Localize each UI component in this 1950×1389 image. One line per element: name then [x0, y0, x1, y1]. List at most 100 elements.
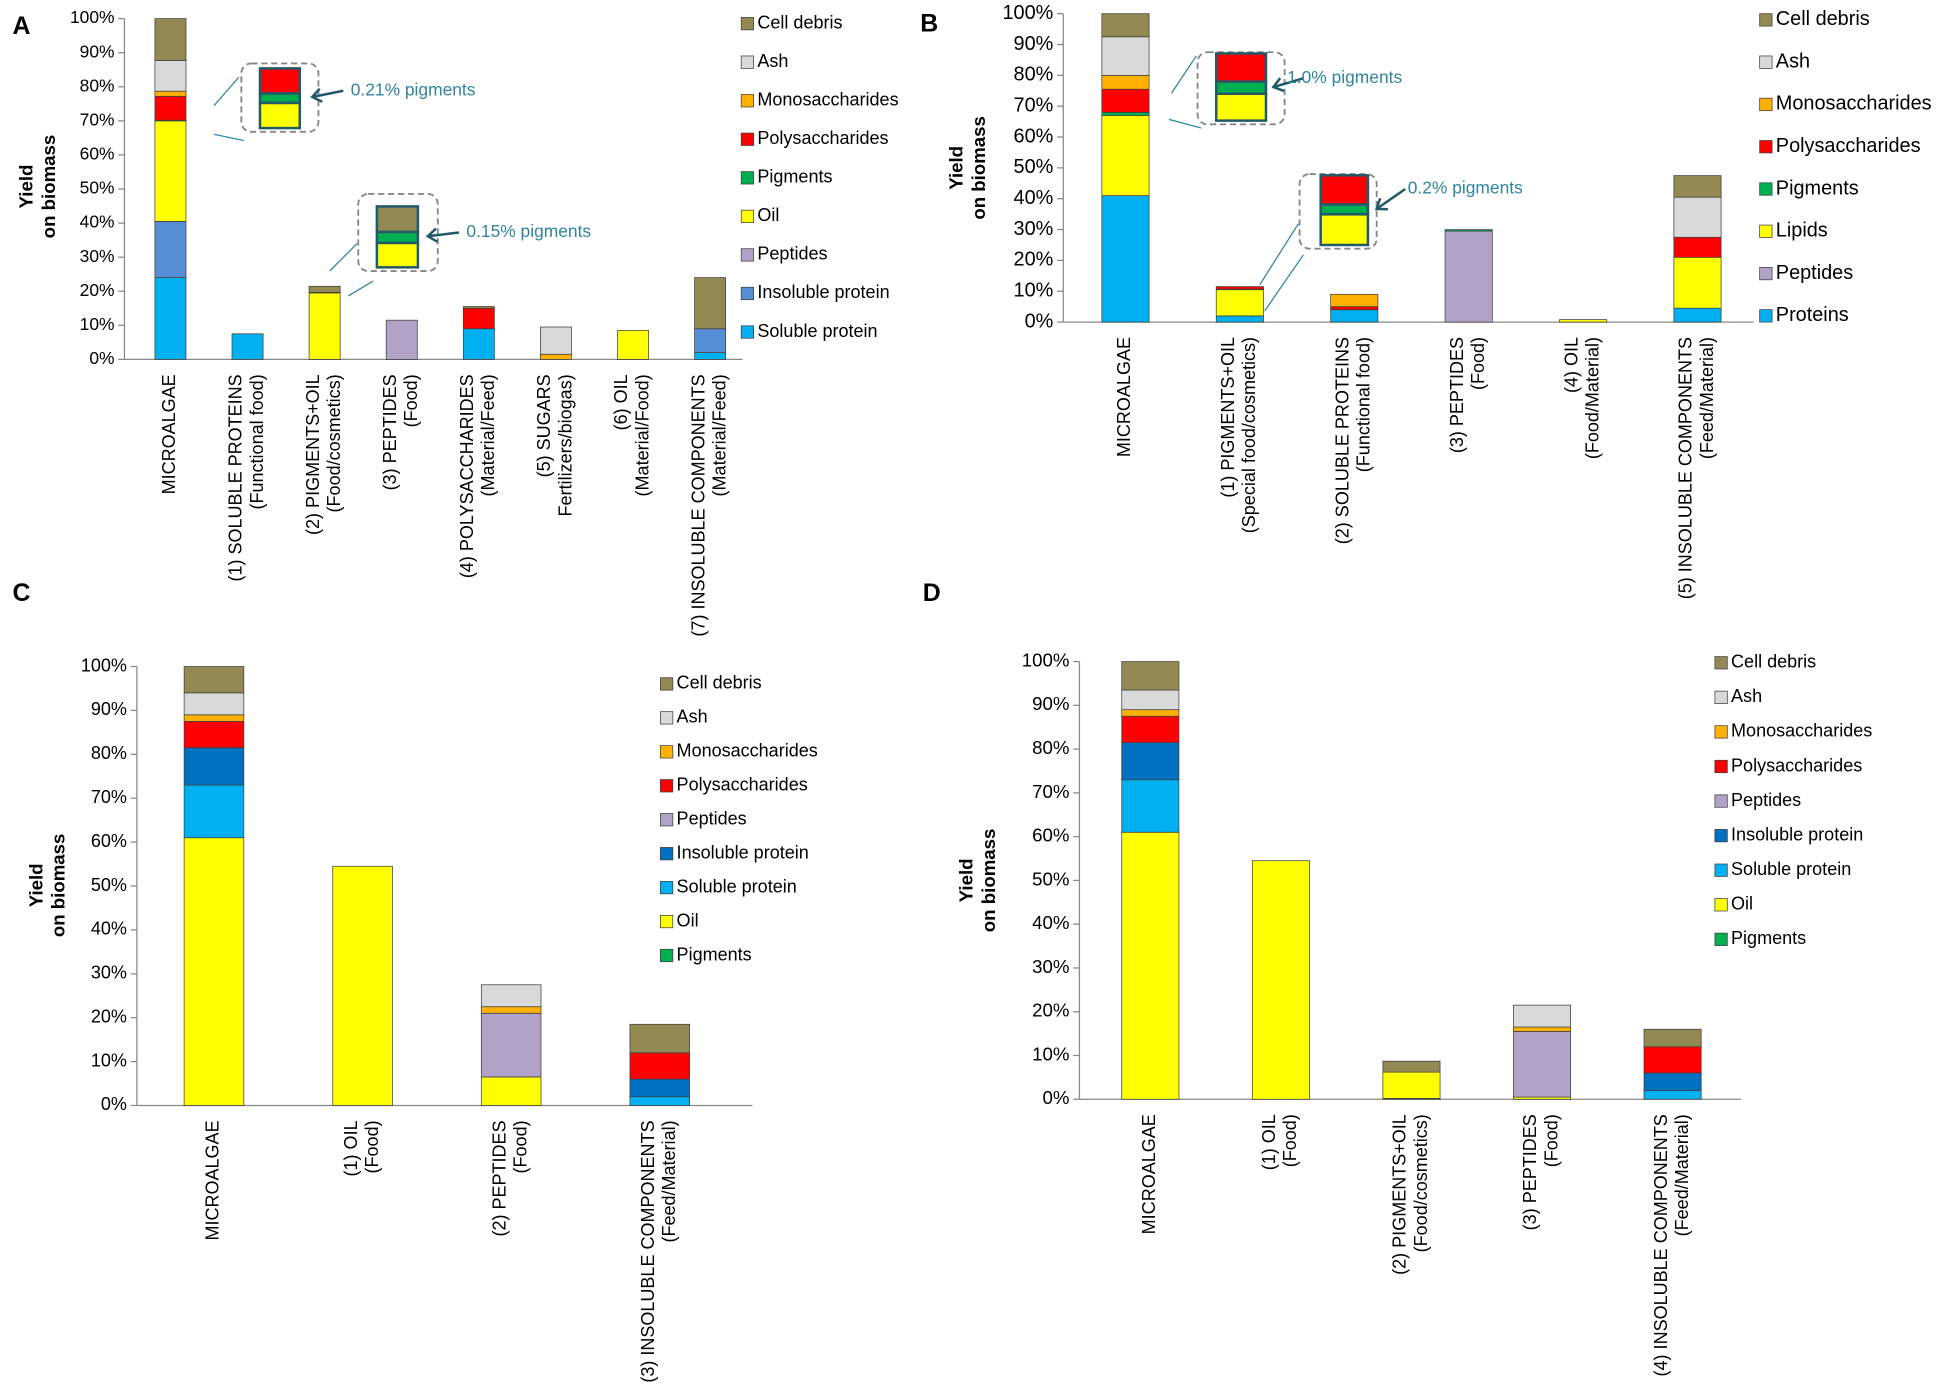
legend-label: Pigments	[677, 944, 752, 964]
bar-segment	[1121, 709, 1180, 717]
bar-segment	[1121, 742, 1180, 781]
bar-segment	[1673, 236, 1722, 258]
inset-connector	[213, 133, 244, 142]
bar-segment	[1673, 196, 1722, 238]
y-tick-label: 100%	[1022, 649, 1070, 670]
legend-swatch	[1714, 794, 1728, 808]
bar-segment	[540, 353, 572, 360]
x-tick-label: (Material/Feed)	[709, 374, 729, 496]
inset-layer	[375, 205, 420, 234]
legend-label: Polysaccharides	[757, 128, 888, 148]
bar-segment	[1101, 115, 1150, 197]
inset-arrow	[427, 231, 460, 238]
bar-segment	[154, 221, 187, 278]
y-tick-label: 60%	[1014, 125, 1054, 147]
bar-segment	[540, 326, 572, 355]
x-tick-label: (7) INSOLUBLE COMPONENTS	[688, 374, 708, 636]
panel-label: D	[923, 579, 941, 607]
x-tick-label: (3) PEPTIDES	[1520, 1114, 1540, 1230]
x-tick-label: Fertilizers/biogas)	[555, 374, 575, 516]
annotation: 0.21% pigments	[351, 79, 476, 99]
legend-swatch	[1759, 140, 1773, 154]
x-tick-label: (Food/cosmetics)	[1411, 1114, 1431, 1252]
bar-segment	[183, 837, 245, 1106]
bar-segment	[154, 95, 187, 121]
legend-label: Polysaccharides	[1776, 135, 1921, 157]
inset-arrowhead	[1271, 77, 1285, 93]
x-tick-label: (Food)	[1541, 1114, 1561, 1167]
bar-segment	[1330, 309, 1379, 323]
legend-label: Peptides	[1776, 262, 1853, 284]
inset-layer	[258, 101, 302, 130]
legend-swatch	[1759, 55, 1773, 69]
bar-segment	[183, 714, 245, 722]
bar-segment	[308, 292, 341, 360]
panel-label: A	[13, 12, 31, 40]
inset-connector	[329, 243, 358, 272]
x-tick-label: (3) PEPTIDES	[1447, 337, 1467, 453]
bar-segment	[1513, 1031, 1572, 1098]
bar-segment	[1643, 1072, 1702, 1091]
inset-arrowhead	[425, 227, 439, 243]
y-tick-label: 40%	[91, 919, 127, 939]
x-tick-label: (2) PIGMENTS+OIL	[1390, 1114, 1410, 1275]
legend-label: Pigments	[1776, 177, 1859, 199]
legend-label: Monosaccharides	[1731, 721, 1872, 741]
legend-label: Insoluble protein	[1731, 824, 1863, 844]
y-tick-label: 80%	[1014, 64, 1054, 86]
legend-label: Monosaccharides	[677, 741, 818, 761]
inset-connector	[347, 280, 374, 297]
x-tick-label: (1) OIL	[1259, 1114, 1279, 1170]
bar-segment	[1121, 779, 1180, 833]
x-tick-label: (Food)	[511, 1120, 531, 1173]
x-tick-label: (Food)	[1280, 1114, 1300, 1167]
x-tick-label: MICROALGAE	[159, 374, 179, 494]
inset-layer	[258, 92, 302, 105]
y-tick-label: 30%	[80, 246, 115, 266]
x-tick-label: (1) SOLUBLE PROTEINS	[226, 374, 246, 581]
bar-segment	[629, 1096, 690, 1106]
bar-segment	[1101, 74, 1150, 90]
legend-label: Ash	[757, 51, 788, 71]
bar-segment	[1382, 1071, 1441, 1099]
bar-segment	[1121, 715, 1180, 743]
x-tick-label: (4) OIL	[1561, 337, 1581, 393]
x-tick-label: (Special food/cosmetics)	[1239, 337, 1259, 533]
bar-segment	[183, 692, 245, 716]
bar-segment	[1673, 175, 1722, 198]
y-tick-label: 30%	[91, 963, 127, 983]
legend-swatch	[740, 132, 755, 146]
y-tick-label: 10%	[1032, 1043, 1069, 1064]
y-tick-label: 70%	[1014, 94, 1054, 116]
inset-connector	[1259, 223, 1299, 286]
x-tick-label: (Food/Material)	[1582, 337, 1602, 459]
legend-swatch	[740, 55, 755, 69]
y-tick-label: 80%	[91, 743, 127, 763]
bar-segment	[629, 1023, 690, 1054]
bar-segment	[480, 1012, 542, 1078]
x-tick-label: (6) OIL	[611, 374, 631, 430]
bar-segment	[1444, 229, 1493, 232]
bar-segment	[1513, 1026, 1572, 1032]
x-tick-label: (Functional food)	[1354, 337, 1374, 472]
x-tick-label: (3) INSOLUBLE COMPONENTS	[638, 1120, 658, 1382]
bar-segment	[1101, 13, 1150, 38]
inset-layer	[1319, 213, 1370, 247]
inset-layer	[1214, 80, 1268, 96]
bar-segment	[1643, 1028, 1702, 1048]
bar-segment	[1330, 306, 1379, 311]
y-tick-label: 100%	[81, 655, 127, 675]
y-tick-label: 30%	[1014, 218, 1054, 240]
legend-swatch	[1759, 224, 1773, 238]
bar-segment	[1215, 286, 1264, 290]
bar-segment	[462, 306, 495, 309]
bar-segment	[462, 307, 495, 330]
bar-segment	[1444, 230, 1493, 323]
legend-label: Cell debris	[1731, 652, 1816, 672]
x-tick-label: (Food/cosmetics)	[324, 374, 344, 512]
inset-layer	[1214, 52, 1268, 83]
legend-swatch	[740, 286, 755, 301]
bar-segment	[1121, 689, 1180, 711]
x-tick-label: (Food)	[362, 1120, 382, 1173]
y-axis-label: Yield	[946, 146, 967, 190]
